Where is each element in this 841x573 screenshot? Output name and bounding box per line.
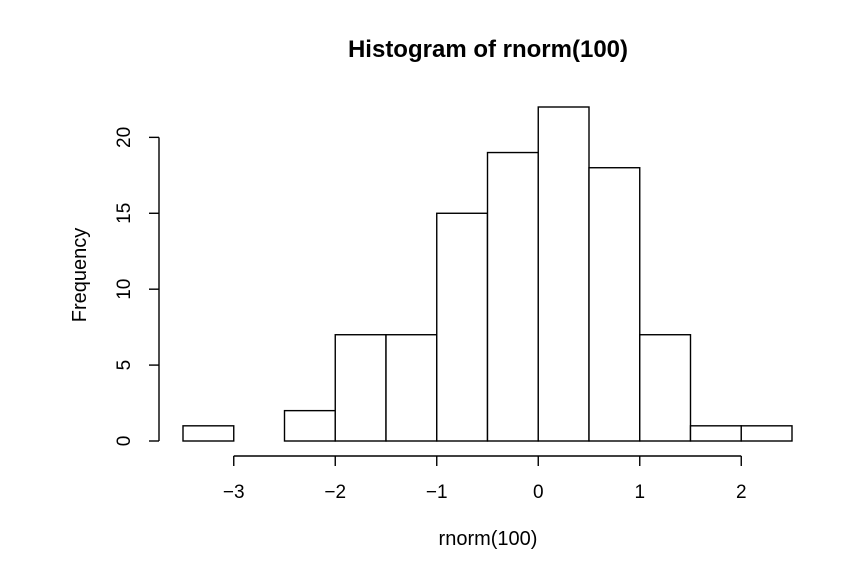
- y-axis: 0 5 10 15 20: [114, 127, 160, 447]
- histogram-bar: [689, 425, 742, 442]
- y-axis-label: Frequency: [69, 228, 91, 323]
- x-tick-label: 1: [634, 482, 645, 503]
- y-tick-label: 5: [114, 360, 135, 371]
- histogram-bar: [283, 409, 336, 442]
- histogram-bar: [334, 334, 387, 442]
- y-tick-label: 20: [114, 127, 135, 148]
- y-tick-label: 0: [114, 436, 135, 447]
- histogram-bar: [486, 151, 539, 442]
- x-axis: −3 −2 −1 0 1 2: [223, 455, 747, 503]
- x-tick-label: −3: [223, 482, 245, 503]
- histogram-bar: [385, 334, 438, 442]
- x-tick-label: −2: [324, 482, 346, 503]
- chart-title: Histogram of rnorm(100): [348, 36, 628, 63]
- x-axis-label: rnorm(100): [439, 528, 538, 550]
- y-tick-label: 10: [114, 279, 135, 300]
- histogram-bar: [639, 334, 692, 442]
- histogram-bar: [740, 425, 793, 442]
- x-tick-label: −1: [426, 482, 448, 503]
- x-tick-label: 2: [736, 482, 747, 503]
- x-tick-label: 0: [533, 482, 544, 503]
- histogram-bar: [436, 212, 489, 442]
- bars-group: [182, 106, 793, 442]
- histogram-bar: [182, 425, 235, 442]
- histogram-bar: [537, 106, 590, 442]
- y-tick-label: 15: [114, 203, 135, 224]
- histogram-bar: [588, 167, 641, 442]
